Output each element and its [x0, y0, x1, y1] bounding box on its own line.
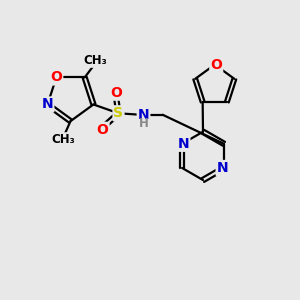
Text: O: O: [97, 123, 109, 137]
Text: N: N: [178, 137, 189, 151]
Text: N: N: [217, 161, 228, 175]
Text: S: S: [113, 106, 124, 120]
Text: O: O: [50, 70, 62, 85]
Text: N: N: [138, 108, 149, 122]
Text: CH₃: CH₃: [83, 54, 107, 67]
Text: CH₃: CH₃: [51, 133, 75, 146]
Text: H: H: [139, 116, 148, 130]
Text: O: O: [110, 86, 122, 100]
Text: O: O: [210, 58, 222, 72]
Text: N: N: [42, 98, 53, 112]
